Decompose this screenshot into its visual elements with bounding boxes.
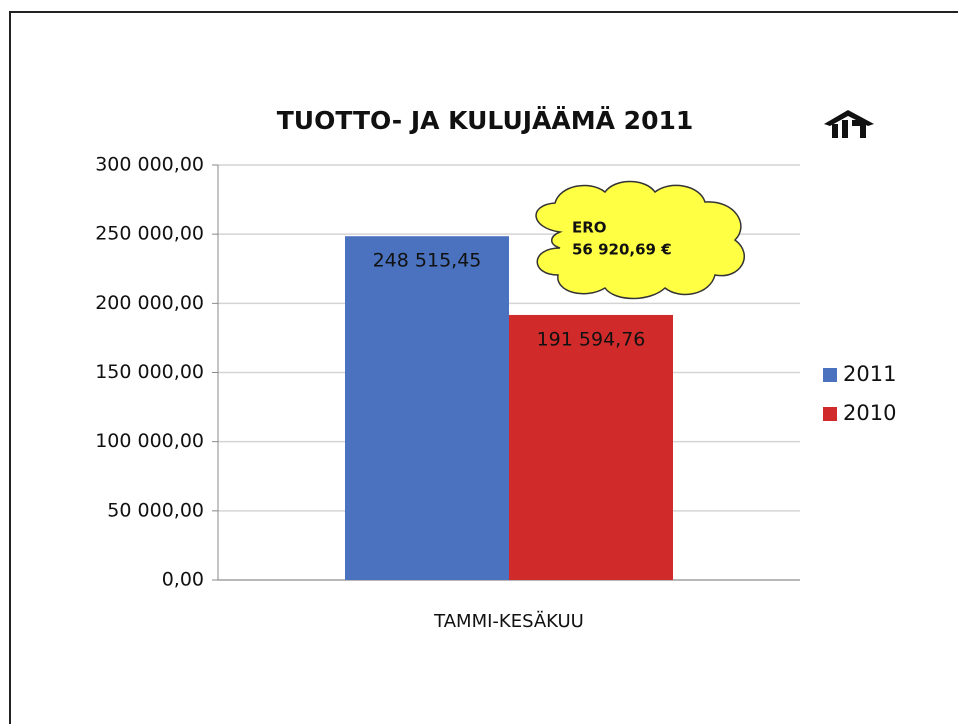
- logo: [824, 110, 874, 138]
- y-tick-label: 300 000,00: [95, 154, 204, 176]
- annotation-cloud: [535, 180, 746, 300]
- legend-label: 2010: [843, 401, 896, 425]
- bar: [509, 314, 673, 580]
- x-tick-label: TAMMI-KESÄKUU: [433, 611, 584, 632]
- value-label: 248 515,45: [373, 250, 482, 272]
- legend-swatch: [823, 407, 837, 421]
- y-tick-label: 250 000,00: [95, 223, 204, 245]
- legend-swatch: [823, 368, 837, 382]
- bar: [345, 236, 509, 581]
- legend-label: 2011: [843, 362, 896, 386]
- y-tick-label: 0,00: [162, 569, 204, 591]
- y-tick-label: 200 000,00: [95, 292, 204, 314]
- y-tick-label: 50 000,00: [107, 499, 204, 521]
- value-label: 191 594,76: [537, 328, 646, 350]
- y-tick-label: 100 000,00: [95, 430, 204, 452]
- y-tick-label: 150 000,00: [95, 361, 204, 383]
- annotation: 56 920,69 €: [572, 241, 672, 259]
- chart-title: TUOTTO- JA KULUJÄÄMÄ 2011: [277, 105, 694, 135]
- annotation: ERO: [572, 219, 607, 237]
